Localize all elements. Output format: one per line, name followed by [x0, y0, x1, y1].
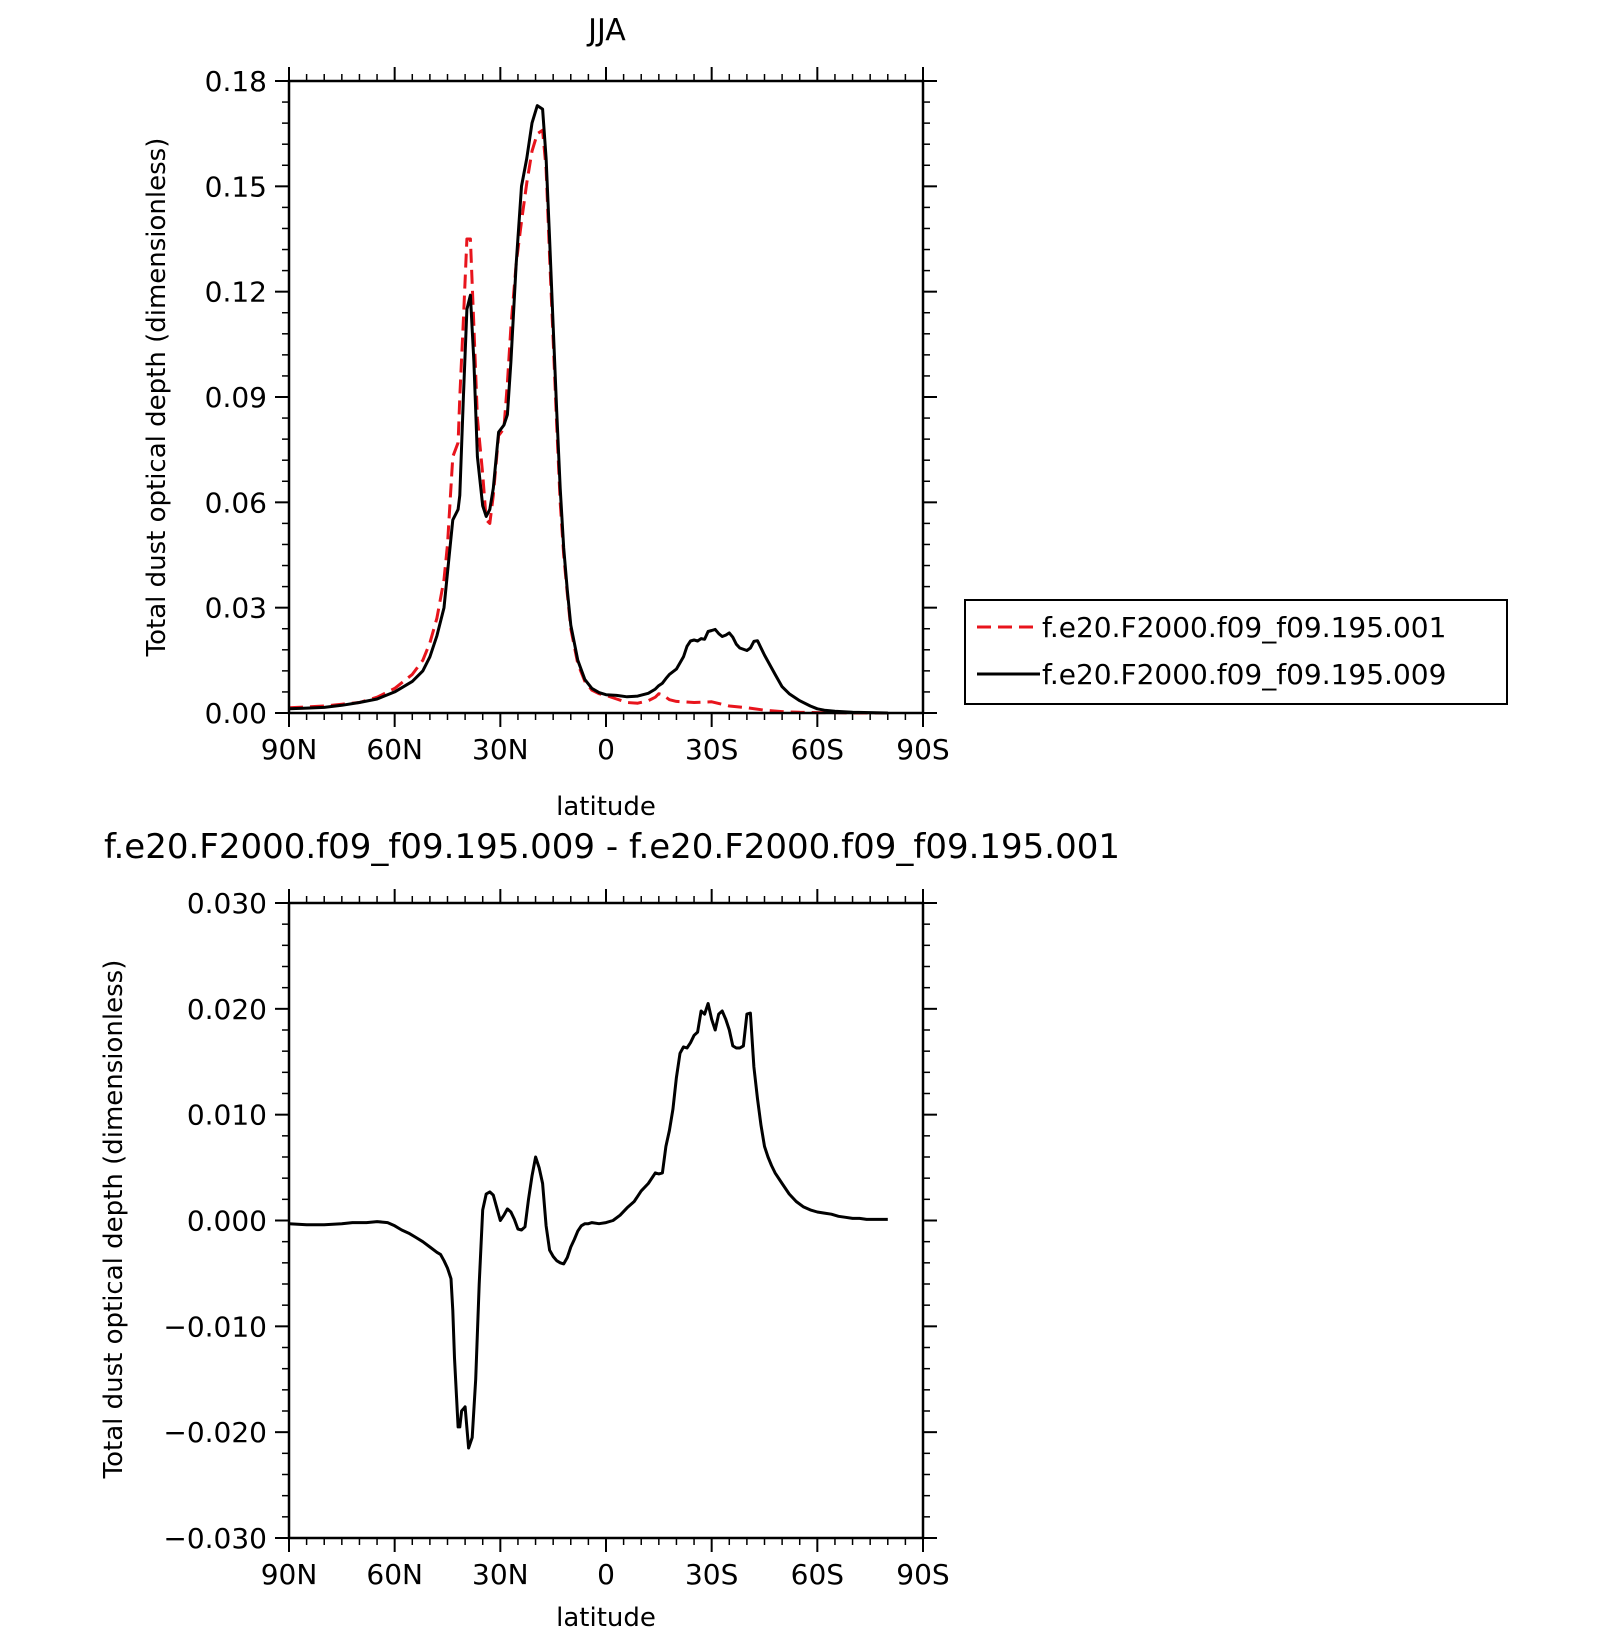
top-y-tick-label: 0.06 — [205, 486, 267, 519]
bottom-series-1-line — [288, 1002, 888, 1450]
legend-label-series-1: f.e20.F2000.f09_f09.195.001 — [1042, 611, 1446, 644]
bottom-x-tick-label: 90S — [896, 1558, 949, 1591]
top-y-tick-label: 0.15 — [205, 170, 267, 203]
bottom-chart-title: f.e20.F2000.f09_f09.195.009 - f.e20.F200… — [104, 827, 1120, 867]
bottom-y-tick-label: −0.020 — [163, 1416, 267, 1449]
bottom-y-tick-label: 0.030 — [187, 887, 267, 920]
top-ticks: 90N 60N 30N 0 30S 60S 90S 0.00 0.03 0.06 0.09 0.12 0… — [205, 65, 950, 766]
top-x-axis-label: latitude — [556, 792, 656, 822]
top-y-tick-label: 0.12 — [205, 276, 267, 309]
bottom-y-tick-label: 0.020 — [187, 993, 267, 1026]
top-chart-title: JJA — [586, 13, 626, 48]
bottom-y-tick-label: −0.030 — [163, 1522, 267, 1555]
bottom-ticks: 90N 60N 30N 0 30S 60S 90S −0.030 −0.020 −0.010 0.0… — [163, 887, 949, 1591]
top-y-tick-label: 0.18 — [205, 65, 267, 98]
top-plot-frame — [287, 79, 925, 715]
top-x-tick-label: 30S — [685, 733, 738, 766]
top-x-tick-label: 60N — [366, 733, 423, 766]
top-x-tick-label: 30N — [472, 733, 529, 766]
legend: f.e20.F2000.f09_f09.195.001 f.e20.F2000.… — [964, 599, 1508, 705]
top-y-tick-label: 0.00 — [205, 697, 267, 730]
top-y-tick-label: 0.03 — [205, 592, 267, 625]
legend-label-series-2: f.e20.F2000.f09_f09.195.009 — [1042, 658, 1446, 691]
top-x-tick-label: 90S — [896, 733, 949, 766]
top-series-2-line — [288, 104, 888, 715]
bottom-x-tick-label: 30N — [472, 1558, 529, 1591]
bottom-y-tick-label: 0.000 — [187, 1205, 267, 1238]
top-chart: JJA 90N 60N 30N 0 30S 60S 90S 0.00 0.03 0.06 0.09 0… — [142, 13, 1508, 822]
bottom-x-tick-label: 0 — [597, 1558, 615, 1591]
top-y-tick-label: 0.09 — [205, 381, 267, 414]
bottom-x-tick-label: 60S — [791, 1558, 844, 1591]
top-x-tick-label: 60S — [791, 733, 844, 766]
legend-box — [964, 599, 1508, 705]
bottom-x-tick-label: 60N — [366, 1558, 423, 1591]
top-y-axis-label: Total dust optical depth (dimensionless) — [142, 138, 172, 658]
bottom-y-axis-label: Total dust optical depth (dimensionless) — [99, 960, 129, 1480]
bottom-chart: f.e20.F2000.f09_f09.195.009 - f.e20.F200… — [99, 827, 1120, 1633]
bottom-plot-frame — [287, 901, 925, 1540]
bottom-x-tick-label: 90N — [261, 1558, 318, 1591]
top-x-tick-label: 0 — [597, 733, 615, 766]
bottom-x-axis-label: latitude — [556, 1603, 656, 1633]
bottom-y-tick-label: 0.010 — [187, 1099, 267, 1132]
top-x-tick-label: 90N — [261, 733, 318, 766]
bottom-x-tick-label: 30S — [685, 1558, 738, 1591]
bottom-y-tick-label: −0.010 — [163, 1310, 267, 1343]
